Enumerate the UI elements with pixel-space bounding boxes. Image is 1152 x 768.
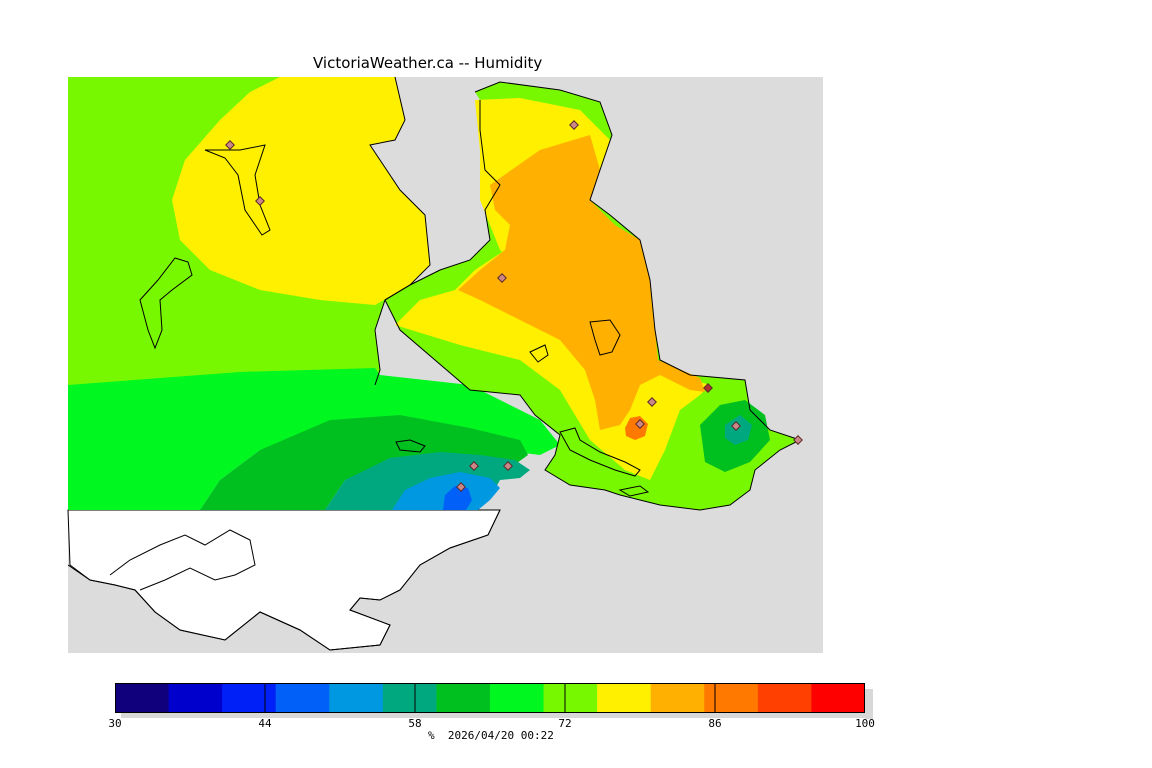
coastline-island-south [395, 439, 426, 453]
colorbar-shadow-bottom [121, 713, 873, 718]
station-marker [225, 140, 235, 150]
colorbar-tick-label: 100 [855, 717, 875, 730]
colorbar-border [115, 683, 865, 713]
colorbar-band [168, 683, 223, 713]
humidity-field-peninsula [385, 82, 800, 510]
legend-footer: % 2026/04/20 00:22 [428, 729, 554, 742]
station-marker [497, 273, 507, 283]
coastlines [67, 76, 802, 651]
colorbar-band [811, 683, 865, 713]
coastline-west-island [139, 257, 193, 350]
colorbar-band [704, 683, 759, 713]
station-marker [503, 461, 513, 471]
colorbar-tick-label: 86 [708, 717, 722, 730]
coastline-harbour [559, 427, 641, 477]
colorbar-band [597, 683, 652, 713]
coastline-lake-2 [529, 344, 549, 363]
colorbar-tick-label: 30 [108, 717, 122, 730]
humidity-field [68, 77, 560, 510]
colorbar-band [275, 683, 330, 713]
station-marker [456, 482, 466, 492]
humidity-colorbar [115, 683, 865, 713]
coastline-peninsula [384, 81, 802, 511]
colorbar-shadow [865, 689, 873, 719]
colorbar-band [329, 683, 384, 713]
coastline-usa-north [109, 529, 256, 591]
coastline-usa [67, 509, 501, 651]
band-60-65-south [200, 415, 528, 510]
band-75-80-west [172, 77, 430, 305]
station-marker [255, 196, 265, 206]
colorbar-band [382, 683, 437, 713]
colorbar-tick-label: 72 [558, 717, 572, 730]
station-marker [635, 419, 645, 429]
station-marker [647, 397, 657, 407]
station-marker [793, 435, 803, 445]
band-80-85-peninsula [458, 135, 705, 430]
station-marker [569, 120, 579, 130]
colorbar-tick-label: 44 [258, 717, 272, 730]
station-marker [703, 383, 713, 393]
band-50-55-south [392, 472, 500, 510]
coastline-lake-1 [589, 319, 621, 356]
colorbar-band [650, 683, 705, 713]
colorbar-tick-label: 58 [408, 717, 422, 730]
colorbar-band [757, 683, 812, 713]
coastline-spit [618, 485, 650, 497]
legend-timestamp: 2026/04/20 00:22 [447, 729, 554, 742]
humidity-map [67, 76, 823, 653]
colorbar-band [490, 683, 545, 713]
colorbar-band [436, 683, 491, 713]
coastline-inlet-island [204, 144, 271, 236]
colorbar-band [115, 683, 170, 713]
band-60-65-peninsula [725, 415, 752, 445]
coastline-mainland-west [369, 76, 431, 386]
band-45-50-south [443, 486, 472, 510]
station-marker [731, 421, 741, 431]
map-title: VictoriaWeather.ca -- Humidity [313, 54, 543, 72]
band-65-70-south [68, 368, 560, 510]
station-markers [225, 120, 803, 492]
colorbar-band [543, 683, 598, 713]
colorbar-band [222, 683, 277, 713]
station-marker [469, 461, 479, 471]
legend-unit: % [428, 729, 435, 742]
